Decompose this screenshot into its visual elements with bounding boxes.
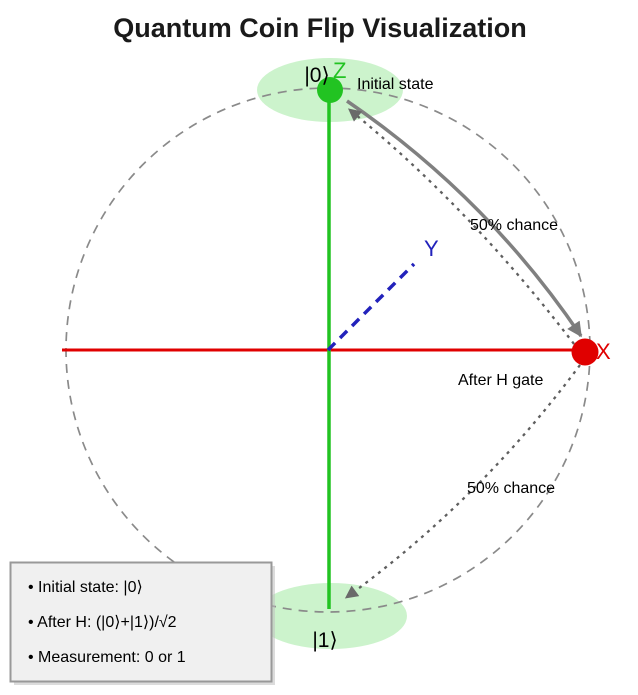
legend-item-initial-state: • Initial state: |0⟩ [28, 579, 143, 596]
legend-item-after-h: • After H: (|0⟩+|1⟩)/√2 [28, 614, 177, 631]
state1-label: |1⟩ [312, 629, 337, 652]
y-axis-line [326, 262, 416, 352]
z-axis-label: Z [333, 58, 346, 83]
figure-title: Quantum Coin Flip Visualization [113, 13, 527, 43]
chance-lower-annotation: 50% chance [467, 480, 555, 497]
state0-dot [317, 77, 343, 103]
superposition-dot [571, 338, 599, 366]
initial-state-annotation: Initial state [357, 76, 434, 93]
state0-label: |0⟩ [304, 64, 329, 87]
chance-upper-annotation: 50% chance [470, 217, 558, 234]
h-gate-arrow [346, 99, 583, 338]
legend-background [9, 561, 273, 683]
after-h-gate-annotation: After H gate [458, 372, 543, 389]
y-axis-label: Y [424, 236, 439, 261]
x-axis-label: X [596, 339, 611, 364]
legend-item-measurement: • Measurement: 0 or 1 [28, 649, 186, 666]
state1-halo [255, 583, 407, 649]
legend-box: • Initial state: |0⟩ • After H: (|0⟩+|1⟩… [9, 561, 275, 685]
